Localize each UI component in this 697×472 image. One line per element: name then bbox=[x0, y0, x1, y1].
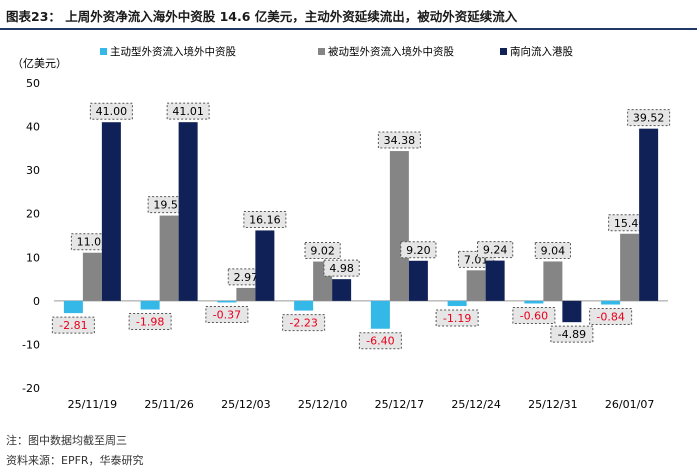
bar-25/12/03-s1 bbox=[217, 300, 237, 303]
data-label: -2.81 bbox=[59, 319, 87, 332]
data-label: -0.37 bbox=[213, 308, 241, 321]
bar-25/12/24-s1 bbox=[447, 300, 467, 307]
y-tick-label: 30 bbox=[26, 164, 40, 177]
bar-25/11/19-s1 bbox=[63, 300, 83, 314]
data-label-box bbox=[627, 109, 671, 127]
data-label-box bbox=[243, 210, 287, 228]
data-label: -2.23 bbox=[289, 317, 317, 330]
data-label: -6.40 bbox=[366, 335, 394, 348]
data-label: 4.98 bbox=[329, 262, 354, 275]
legend-label-1: 主动型外资流入境外中资股 bbox=[110, 45, 236, 58]
y-tick-label: -10 bbox=[22, 338, 40, 351]
data-label: -1.19 bbox=[443, 312, 471, 325]
bar-25/11/26-s1 bbox=[140, 300, 160, 310]
legend-label-2: 被动型外资流入境外中资股 bbox=[328, 45, 454, 58]
x-category-label: 26/01/07 bbox=[605, 398, 654, 411]
data-label: 34.38 bbox=[384, 134, 416, 147]
bar-25/12/17-s2 bbox=[389, 151, 409, 301]
y-tick-label: 0 bbox=[33, 295, 40, 308]
x-category-label: 25/11/19 bbox=[68, 398, 117, 411]
data-label-box bbox=[512, 306, 556, 324]
data-label: 41.00 bbox=[96, 105, 128, 118]
data-label: -1.98 bbox=[136, 315, 164, 328]
bar-26/01/07-s3 bbox=[639, 128, 659, 301]
data-label-box bbox=[323, 259, 360, 277]
bar-25/12/31-s1 bbox=[524, 300, 544, 304]
data-label: 19.57 bbox=[153, 199, 185, 212]
bar-26/01/07-s2 bbox=[620, 233, 640, 301]
bar-25/11/19-s3 bbox=[101, 122, 121, 301]
legend-swatch-3 bbox=[500, 48, 507, 55]
title-divider bbox=[0, 28, 697, 30]
y-axis-unit: （亿美元） bbox=[12, 57, 67, 70]
data-label: 41.01 bbox=[172, 105, 204, 118]
data-label-box bbox=[377, 131, 421, 149]
bar-25/12/31-s2 bbox=[543, 261, 563, 301]
figure-title-bar: 图表23： 上周外资净流入海外中资股 14.6 亿美元，主动外资延续流出，被动外… bbox=[0, 0, 697, 30]
x-category-label: 25/12/03 bbox=[221, 398, 270, 411]
x-category-label: 25/11/26 bbox=[144, 398, 193, 411]
data-label: 9.20 bbox=[406, 244, 431, 257]
x-category-label: 25/12/24 bbox=[451, 398, 500, 411]
y-tick-label: 20 bbox=[26, 208, 40, 221]
flow-bar-chart: 主动型外资流入境外中资股 被动型外资流入境外中资股 南向流入港股 （亿美元） -20 -1… bbox=[12, 45, 671, 411]
bar-25/12/31-s3 bbox=[562, 300, 582, 323]
data-label-box bbox=[128, 312, 172, 330]
data-label: 16.16 bbox=[249, 213, 281, 226]
data-label: 15.40 bbox=[614, 217, 646, 230]
bar-25/12/03-s2 bbox=[236, 287, 256, 301]
data-label-box bbox=[589, 308, 633, 326]
data-label-box bbox=[435, 309, 479, 327]
data-label-box bbox=[304, 242, 341, 260]
data-label: 11.05 bbox=[77, 236, 109, 249]
y-tick-label: -20 bbox=[22, 382, 40, 395]
x-category-label: 25/12/10 bbox=[298, 398, 347, 411]
data-label: 9.24 bbox=[483, 244, 508, 257]
footnote: 注：图中数据均截至周三 bbox=[6, 434, 127, 447]
data-label-box bbox=[166, 102, 210, 120]
bar-25/12/10-s3 bbox=[332, 279, 352, 301]
figure-title: 图表23： 上周外资净流入海外中资股 14.6 亿美元，主动外资延续流出，被动外… bbox=[6, 9, 518, 24]
bar-25/12/03-s3 bbox=[255, 230, 275, 301]
data-label-box bbox=[89, 102, 133, 120]
bar-26/01/07-s1 bbox=[601, 300, 621, 305]
legend-label-3: 南向流入港股 bbox=[510, 45, 573, 58]
data-label-box bbox=[227, 268, 264, 286]
data-label-box bbox=[400, 241, 437, 259]
data-label-box bbox=[358, 332, 402, 350]
bar-25/11/26-s2 bbox=[159, 215, 179, 301]
bar-25/12/24-s3 bbox=[485, 260, 505, 301]
bar-25/12/17-s1 bbox=[370, 300, 390, 329]
data-label-box bbox=[550, 325, 594, 343]
bar-25/11/26-s3 bbox=[178, 122, 198, 301]
legend-swatch-2 bbox=[318, 48, 325, 55]
data-label: -0.60 bbox=[520, 309, 548, 322]
data-label: 39.52 bbox=[633, 112, 665, 125]
data-label: -0.84 bbox=[596, 311, 624, 324]
x-category-label: 25/12/17 bbox=[375, 398, 424, 411]
legend-swatch-1 bbox=[100, 48, 107, 55]
data-label-box bbox=[205, 305, 249, 323]
data-label: 9.02 bbox=[310, 245, 335, 258]
data-label-box bbox=[534, 241, 571, 259]
source-note: 资料来源：EPFR，华泰研究 bbox=[6, 454, 144, 467]
data-label-box bbox=[282, 314, 326, 332]
bar-25/12/10-s1 bbox=[294, 300, 314, 311]
bar-25/12/24-s2 bbox=[466, 270, 486, 301]
data-label: 2.97 bbox=[234, 271, 259, 284]
y-tick-label: 50 bbox=[26, 77, 40, 90]
data-label: 9.04 bbox=[541, 244, 566, 257]
data-label: -4.89 bbox=[558, 328, 586, 341]
bar-25/12/17-s3 bbox=[408, 260, 428, 301]
x-category-label: 25/12/31 bbox=[528, 398, 577, 411]
y-tick-label: 10 bbox=[26, 251, 40, 264]
bar-25/11/19-s2 bbox=[82, 252, 102, 301]
y-tick-label: 40 bbox=[26, 121, 40, 134]
data-label-box bbox=[477, 241, 514, 259]
data-label-box bbox=[51, 316, 95, 334]
